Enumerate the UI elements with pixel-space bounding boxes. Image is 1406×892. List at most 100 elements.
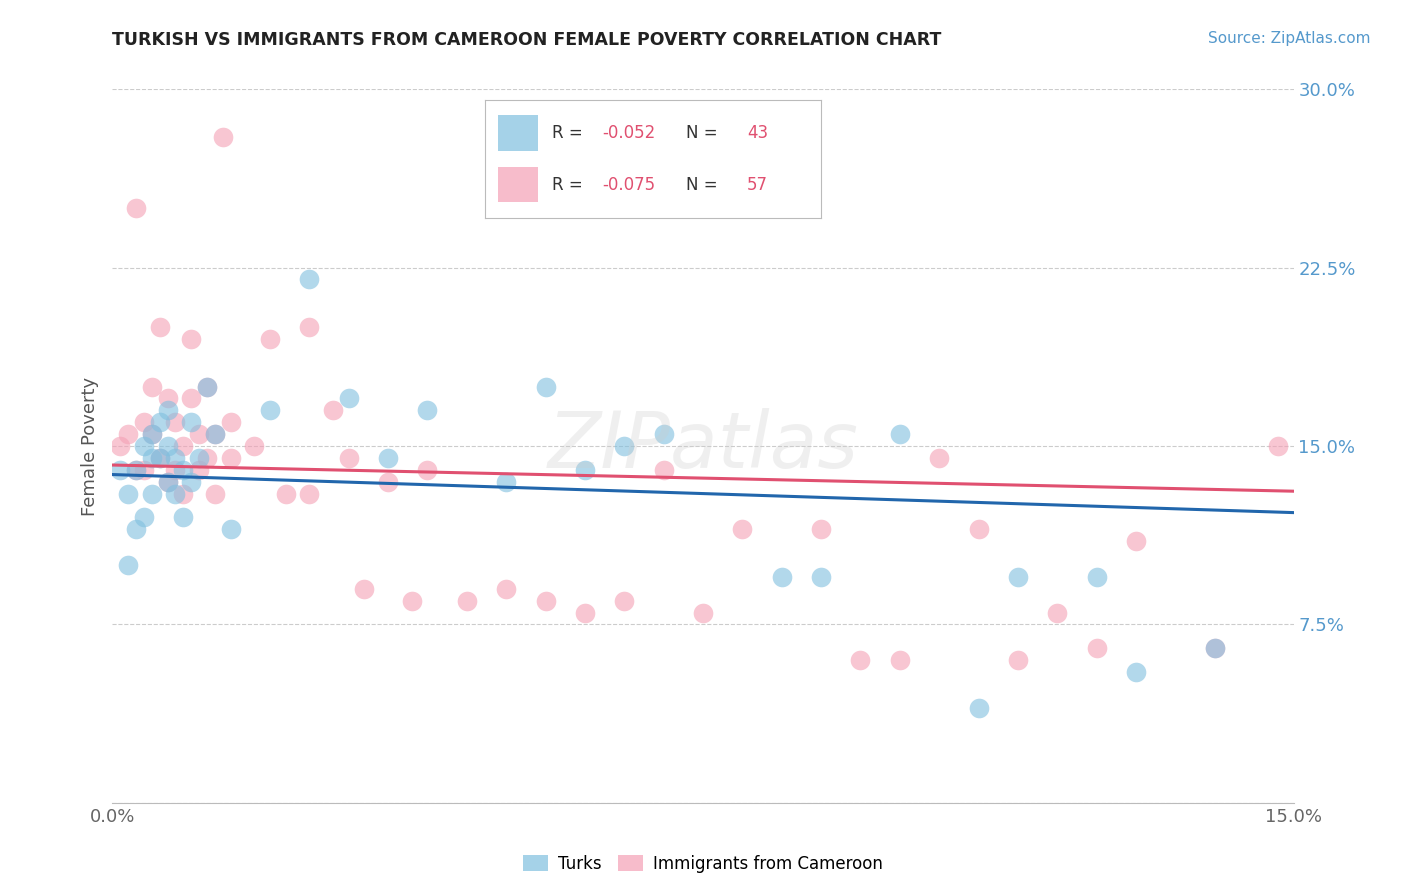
Point	[125, 201, 148, 215]
Point	[534, 593, 557, 607]
Point	[259, 332, 281, 346]
Point	[574, 463, 596, 477]
Point	[141, 379, 163, 393]
Point	[195, 379, 218, 393]
Point	[132, 439, 155, 453]
Point	[141, 427, 163, 442]
Point	[141, 450, 163, 465]
Point	[298, 272, 321, 286]
Point	[416, 463, 439, 477]
Point	[574, 606, 596, 620]
Point	[180, 475, 202, 489]
Point	[1085, 641, 1108, 656]
Point	[149, 450, 172, 465]
Point	[180, 392, 202, 406]
Point	[195, 379, 218, 393]
Point	[165, 450, 187, 465]
Point	[219, 522, 242, 536]
Point	[156, 475, 179, 489]
Point	[1267, 439, 1289, 453]
Point	[1204, 641, 1226, 656]
Point	[117, 558, 139, 572]
Point	[188, 427, 211, 442]
Point	[219, 450, 242, 465]
Point	[1085, 570, 1108, 584]
Point	[149, 450, 172, 465]
Point	[188, 463, 211, 477]
Point	[416, 403, 439, 417]
Point	[110, 463, 132, 477]
Point	[353, 582, 375, 596]
Point	[211, 129, 233, 144]
Point	[125, 463, 148, 477]
Point	[204, 427, 226, 442]
Point	[1007, 653, 1029, 667]
Point	[692, 606, 714, 620]
Point	[652, 463, 675, 477]
Point	[534, 379, 557, 393]
Point	[298, 486, 321, 500]
Point	[298, 320, 321, 334]
Y-axis label: Female Poverty: Female Poverty	[82, 376, 100, 516]
Point	[770, 570, 793, 584]
Text: Source: ZipAtlas.com: Source: ZipAtlas.com	[1208, 31, 1371, 46]
Point	[967, 522, 990, 536]
Point	[180, 332, 202, 346]
Point	[1125, 665, 1147, 679]
Point	[259, 403, 281, 417]
Point	[141, 427, 163, 442]
Point	[967, 700, 990, 714]
Point	[652, 427, 675, 442]
Point	[337, 450, 360, 465]
Point	[1125, 534, 1147, 549]
Point	[132, 463, 155, 477]
Point	[377, 475, 399, 489]
Point	[495, 475, 517, 489]
Point	[132, 510, 155, 524]
Point	[149, 320, 172, 334]
Point	[156, 439, 179, 453]
Point	[456, 593, 478, 607]
Point	[1046, 606, 1069, 620]
Point	[928, 450, 950, 465]
Point	[165, 486, 187, 500]
Point	[1204, 641, 1226, 656]
Point	[117, 486, 139, 500]
Point	[613, 439, 636, 453]
Point	[141, 486, 163, 500]
Text: TURKISH VS IMMIGRANTS FROM CAMEROON FEMALE POVERTY CORRELATION CHART: TURKISH VS IMMIGRANTS FROM CAMEROON FEMA…	[112, 31, 942, 49]
Point	[132, 415, 155, 429]
Point	[322, 403, 344, 417]
Point	[849, 653, 872, 667]
Point	[204, 427, 226, 442]
Legend: Turks, Immigrants from Cameroon: Turks, Immigrants from Cameroon	[516, 848, 890, 880]
Point	[172, 486, 194, 500]
Point	[188, 450, 211, 465]
Point	[180, 415, 202, 429]
Text: ZIPatlas: ZIPatlas	[547, 408, 859, 484]
Point	[810, 570, 832, 584]
Point	[125, 522, 148, 536]
Point	[495, 582, 517, 596]
Point	[156, 475, 179, 489]
Point	[195, 450, 218, 465]
Point	[156, 403, 179, 417]
Point	[889, 427, 911, 442]
Point	[219, 415, 242, 429]
Point	[613, 593, 636, 607]
Point	[204, 486, 226, 500]
Point	[172, 439, 194, 453]
Point	[377, 450, 399, 465]
Point	[243, 439, 266, 453]
Point	[172, 463, 194, 477]
Point	[165, 463, 187, 477]
Point	[149, 415, 172, 429]
Point	[156, 392, 179, 406]
Point	[125, 463, 148, 477]
Point	[172, 510, 194, 524]
Point	[401, 593, 423, 607]
Point	[731, 522, 754, 536]
Point	[110, 439, 132, 453]
Point	[1007, 570, 1029, 584]
Point	[810, 522, 832, 536]
